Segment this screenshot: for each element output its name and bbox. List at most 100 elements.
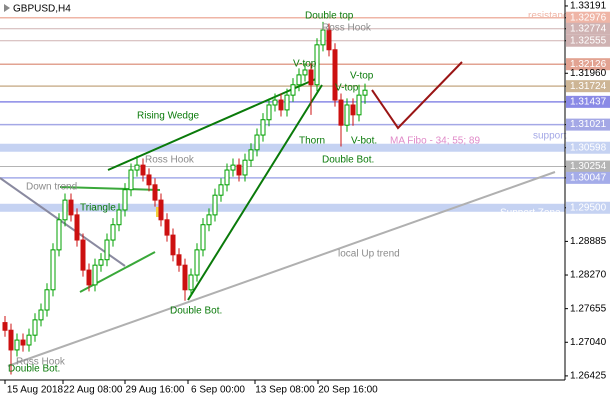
- candle-body: [290, 84, 296, 96]
- y-tick-label: 1.31724: [570, 81, 607, 92]
- candle-body: [68, 199, 74, 216]
- x-tick-label: 13 Sep 08:00: [255, 385, 315, 396]
- y-tick-label: 1.27040: [570, 337, 607, 348]
- candle-body: [116, 209, 122, 226]
- candle-body: [200, 224, 206, 251]
- candle-body: [38, 309, 44, 321]
- y-tick-highlight: [566, 58, 610, 71]
- candle-body: [20, 339, 26, 346]
- candle-body: [146, 174, 152, 186]
- annotation: Ross Hook: [145, 155, 195, 166]
- y-tick-highlight: [566, 118, 610, 131]
- annotation: Double Bot.: [322, 155, 374, 166]
- support-zone: [0, 203, 565, 212]
- candle-body: [332, 49, 338, 101]
- candle-body: [26, 334, 32, 346]
- y-tick-label: 1.27655: [570, 303, 607, 314]
- candle-body: [128, 169, 134, 191]
- annotation: V-top: [293, 59, 317, 70]
- y-tick-highlight: [566, 34, 610, 47]
- candle-body: [140, 164, 146, 176]
- y-tick-label: 1.31960: [570, 68, 607, 79]
- candle-body: [350, 104, 356, 116]
- candle-body: [176, 254, 182, 266]
- y-tick-label: 1.31437: [570, 97, 607, 108]
- y-tick-highlight: [566, 95, 610, 108]
- candle-body: [8, 329, 14, 351]
- x-tick-label: 20 Sep 16:00: [318, 385, 378, 396]
- candle-body: [170, 234, 176, 256]
- candle-body: [56, 219, 62, 251]
- candle-body: [272, 99, 278, 106]
- annotation: Double Bot.: [170, 306, 222, 317]
- level-label: resistance: [528, 11, 574, 22]
- y-tick-highlight: [566, 201, 610, 214]
- annotation: MA Fibo - 34; 55; 89: [390, 136, 480, 147]
- candle-body: [182, 264, 188, 291]
- annotation: local Up trend: [338, 249, 400, 260]
- candle-body: [314, 44, 320, 86]
- annotation: Ross Hook: [16, 357, 66, 368]
- candle-body: [362, 89, 368, 96]
- down-trend-line: [0, 177, 126, 267]
- annotation: V-bot.: [351, 136, 377, 147]
- candle-body: [236, 164, 242, 176]
- y-tick-highlight: [566, 80, 610, 93]
- local-up-trend-line: [7, 171, 556, 367]
- y-tick-label: 1.32555: [570, 35, 607, 46]
- candle-body: [242, 159, 248, 176]
- y-tick-label: 1.30254: [570, 161, 607, 172]
- candle-body: [302, 69, 308, 76]
- candle-body: [356, 94, 362, 116]
- symbol-icon: [4, 4, 10, 12]
- candle-body: [296, 74, 302, 86]
- candle-body: [230, 164, 236, 171]
- annotation: Double top: [305, 11, 354, 22]
- candle-body: [260, 119, 266, 136]
- y-tick-highlight: [566, 160, 610, 173]
- y-tick-highlight: [566, 22, 610, 35]
- annotation: Triangle: [80, 203, 116, 214]
- candle-body: [122, 189, 128, 211]
- annotation: Thorn: [299, 136, 325, 147]
- y-tick-label: 1.29500: [570, 202, 607, 213]
- candle-body: [224, 169, 230, 186]
- candle-body: [266, 104, 272, 121]
- candle-body: [344, 104, 350, 126]
- y-tick-highlight: [566, 171, 610, 184]
- triangle-line: [59, 186, 161, 191]
- x-tick-label: 6 Sep 00:00: [191, 385, 245, 396]
- level-label: Support Zone: [500, 208, 561, 219]
- y-tick-label: 1.28270: [570, 270, 607, 281]
- level-label: support: [533, 131, 567, 142]
- x-tick-label: 15 Aug 2018: [7, 385, 64, 396]
- candle-body: [32, 319, 38, 336]
- candles: [2, 21, 368, 375]
- candle-body: [134, 164, 140, 171]
- annotation: Double Bot.: [8, 364, 60, 375]
- candle-body: [110, 224, 116, 241]
- y-tick-label: 1.30598: [570, 142, 607, 153]
- x-tick-label: 29 Aug 16:00: [126, 385, 185, 396]
- candle-body: [320, 29, 326, 46]
- candle-body: [206, 214, 212, 226]
- candle-body: [254, 134, 260, 151]
- candle-body: [44, 289, 50, 311]
- candle-body: [188, 274, 194, 291]
- candle-body: [308, 69, 314, 86]
- candle-body: [92, 264, 98, 286]
- candle-body: [2, 322, 8, 331]
- x-tick-label: 22 Aug 08:00: [64, 385, 123, 396]
- candle-body: [74, 214, 80, 241]
- candle-body: [62, 199, 68, 221]
- candle-body: [248, 149, 254, 161]
- candle-body: [104, 239, 110, 261]
- candle-body: [326, 29, 332, 51]
- annotation: V-top: [335, 83, 359, 94]
- candle-body: [212, 194, 218, 216]
- candle-body: [80, 239, 86, 271]
- candle-body: [14, 339, 20, 351]
- candle-body: [98, 259, 104, 266]
- annotation: V-top: [350, 71, 374, 82]
